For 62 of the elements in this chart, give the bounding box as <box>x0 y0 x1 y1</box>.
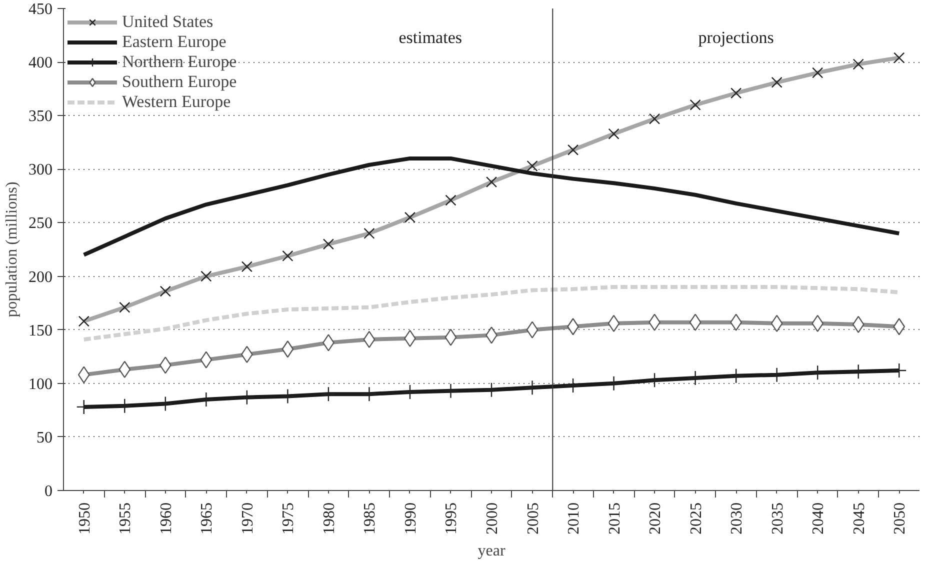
x-tick-label: 2015 <box>606 502 624 534</box>
point <box>646 372 662 388</box>
annotation: estimates <box>398 28 462 47</box>
y-tick-label: 150 <box>28 322 52 340</box>
x-tick-label: 1950 <box>76 502 94 534</box>
point <box>362 386 377 402</box>
x-tick-label: 1990 <box>402 502 420 534</box>
point <box>810 365 826 380</box>
point <box>850 364 866 380</box>
legend-label: United States <box>122 12 214 32</box>
x-tick-label: 2040 <box>810 502 828 534</box>
line-series <box>82 156 902 257</box>
x-tick-label: 1975 <box>280 502 298 534</box>
point <box>443 383 458 398</box>
y-tick-label: 450 <box>28 1 52 18</box>
y-tick-label: 400 <box>28 54 52 72</box>
y-tick-label: 200 <box>28 268 52 286</box>
x-tick-label: 2000 <box>484 502 501 534</box>
y-tick-label: 0 <box>44 483 52 500</box>
annotation: projections <box>698 28 774 47</box>
x-tick-label: 1960 <box>158 502 175 534</box>
point <box>117 398 132 414</box>
point <box>239 390 255 405</box>
y-axis-title: population (millions) <box>4 182 20 318</box>
point <box>484 382 500 398</box>
x-tick-label: 2005 <box>524 502 542 534</box>
x-tick-label: 2030 <box>728 502 746 534</box>
point <box>565 378 581 394</box>
x-tick-label: 2025 <box>688 502 705 534</box>
point <box>688 370 703 386</box>
x-tick-label: 1955 <box>117 502 134 534</box>
point <box>198 392 214 408</box>
y-tick-label: 100 <box>28 376 52 393</box>
x-tick-label: 2050 <box>892 502 909 534</box>
x-tick-label: 1980 <box>320 502 338 534</box>
point <box>158 396 174 412</box>
y-tick-label: 250 <box>28 215 52 232</box>
x-tick-label: 2020 <box>647 502 664 534</box>
point <box>606 376 622 391</box>
x-tick-label: 1970 <box>239 502 256 534</box>
point <box>524 380 540 396</box>
point <box>402 384 418 400</box>
point <box>76 399 92 415</box>
x-tick-label: 1995 <box>443 502 460 534</box>
legend-label: Northern Europe <box>122 52 237 72</box>
point <box>320 386 336 402</box>
y-tick-label: 350 <box>28 108 52 126</box>
x-tick-label: 2045 <box>850 502 868 534</box>
point <box>892 362 907 378</box>
point <box>280 388 296 404</box>
legend-label: Eastern Europe <box>122 32 226 52</box>
x-tick-label: 1965 <box>198 502 216 534</box>
point <box>769 367 784 382</box>
x-tick-label: 1985 <box>362 502 379 534</box>
legend-label: Western Europe <box>122 92 231 112</box>
x-tick-label: 2010 <box>566 502 583 534</box>
x-axis-title: year <box>478 542 506 560</box>
y-tick-label: 300 <box>28 162 52 179</box>
legend-label: Southern Europe <box>122 72 237 92</box>
x-tick-label: 2035 <box>769 502 786 534</box>
y-tick-label: 50 <box>36 429 52 446</box>
point <box>728 368 744 384</box>
